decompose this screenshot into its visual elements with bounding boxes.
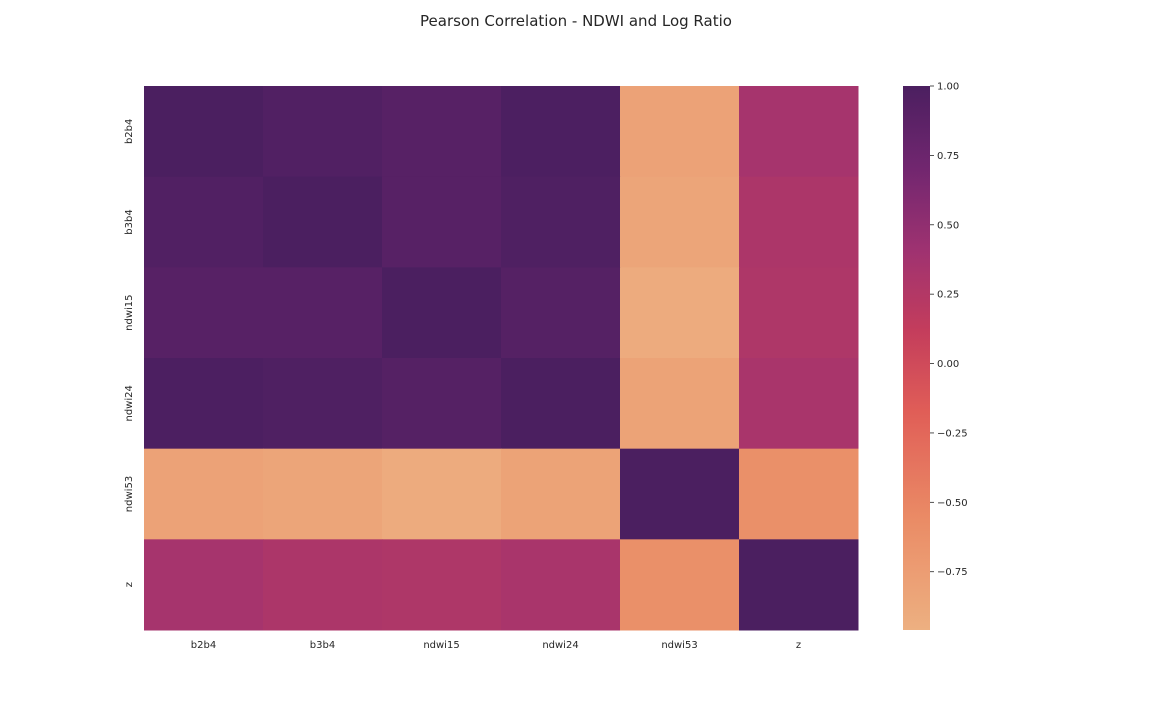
heatmap-cell-b3b4-ndwi15 bbox=[382, 176, 502, 268]
colorbar-tick-label: −0.75 bbox=[937, 567, 968, 578]
heatmap-cell-b3b4-ndwi53 bbox=[620, 176, 740, 268]
heatmap-cell-z-ndwi53 bbox=[620, 539, 740, 631]
heatmap-cell-z-ndwi15 bbox=[382, 539, 502, 631]
heatmap-cell-ndwi53-ndwi24 bbox=[501, 448, 621, 540]
x-tick-label: b3b4 bbox=[310, 640, 335, 651]
heatmap-cell-ndwi15-b3b4 bbox=[263, 267, 383, 359]
heatmap-cell-b2b4-b3b4 bbox=[263, 86, 383, 178]
heatmap-cell-b2b4-ndwi15 bbox=[382, 86, 502, 178]
y-tick-label: b3b4 bbox=[124, 209, 135, 234]
heatmap-cell-ndwi24-b2b4 bbox=[144, 358, 264, 450]
heatmap-cell-z-ndwi24 bbox=[501, 539, 621, 631]
colorbar-tick-label: 0.75 bbox=[937, 151, 959, 162]
heatmap-cell-z-z bbox=[739, 539, 859, 631]
heatmap-cell-ndwi24-ndwi53 bbox=[620, 358, 740, 450]
y-tick-label: ndwi24 bbox=[124, 385, 135, 421]
x-tick-label: z bbox=[796, 640, 801, 651]
heatmap-cell-ndwi15-ndwi24 bbox=[501, 267, 621, 359]
x-tick-label: ndwi24 bbox=[542, 640, 578, 651]
colorbar-gradient bbox=[903, 86, 930, 630]
colorbar-tick-label: 1.00 bbox=[937, 82, 959, 93]
x-tick-label: ndwi53 bbox=[661, 640, 697, 651]
heatmap-cell-z-b3b4 bbox=[263, 539, 383, 631]
x-tick-label: ndwi15 bbox=[423, 640, 459, 651]
y-tick-label: b2b4 bbox=[124, 119, 135, 144]
colorbar-tick-label: 0.00 bbox=[937, 359, 959, 370]
heatmap-cell-b3b4-z bbox=[739, 176, 859, 268]
y-tick-label: ndwi15 bbox=[124, 294, 135, 330]
colorbar-tick-label: 0.50 bbox=[937, 220, 959, 231]
heatmap-cell-b3b4-ndwi24 bbox=[501, 176, 621, 268]
heatmap-cell-b3b4-b2b4 bbox=[144, 176, 264, 268]
heatmap-cell-ndwi53-z bbox=[739, 448, 859, 540]
heatmap-cell-b2b4-z bbox=[739, 86, 859, 178]
heatmap-cell-ndwi53-b2b4 bbox=[144, 448, 264, 540]
heatmap-cell-ndwi15-z bbox=[739, 267, 859, 359]
x-tick-label: b2b4 bbox=[191, 640, 216, 651]
y-tick-label: z bbox=[124, 582, 135, 587]
chart-title: Pearson Correlation - NDWI and Log Ratio bbox=[420, 12, 732, 30]
heatmap-cell-ndwi24-ndwi15 bbox=[382, 358, 502, 450]
colorbar: 1.00 0.75 0.50 0.25 0.00 −0.25 −0.50 −0.75 bbox=[903, 82, 968, 630]
heatmap-cell-ndwi15-ndwi53 bbox=[620, 267, 740, 359]
heatmap-cell-ndwi24-z bbox=[739, 358, 859, 450]
heatmap-cell-b2b4-ndwi53 bbox=[620, 86, 740, 178]
x-tick-labels: b2b4 b3b4 ndwi15 ndwi24 ndwi53 z bbox=[191, 640, 801, 651]
heatmap-cell-z-b2b4 bbox=[144, 539, 264, 631]
heatmap-cells bbox=[144, 86, 859, 631]
heatmap-cell-ndwi24-b3b4 bbox=[263, 358, 383, 450]
colorbar-tick-label: −0.50 bbox=[937, 498, 968, 509]
colorbar-tick-label: 0.25 bbox=[937, 290, 959, 301]
heatmap-cell-b2b4-b2b4 bbox=[144, 86, 264, 178]
heatmap-cell-b3b4-b3b4 bbox=[263, 176, 383, 268]
heatmap-cell-ndwi15-ndwi15 bbox=[382, 267, 502, 359]
heatmap-cell-ndwi53-ndwi53 bbox=[620, 448, 740, 540]
heatmap-cell-b2b4-ndwi24 bbox=[501, 86, 621, 178]
colorbar-tick-label: −0.25 bbox=[937, 428, 968, 439]
heatmap-cell-ndwi15-b2b4 bbox=[144, 267, 264, 359]
heatmap-cell-ndwi53-ndwi15 bbox=[382, 448, 502, 540]
y-tick-label: ndwi53 bbox=[124, 476, 135, 512]
heatmap-cell-ndwi24-ndwi24 bbox=[501, 358, 621, 450]
y-tick-labels: b2b4 b3b4 ndwi15 ndwi24 ndwi53 z bbox=[124, 119, 135, 588]
heatmap-cell-ndwi53-b3b4 bbox=[263, 448, 383, 540]
